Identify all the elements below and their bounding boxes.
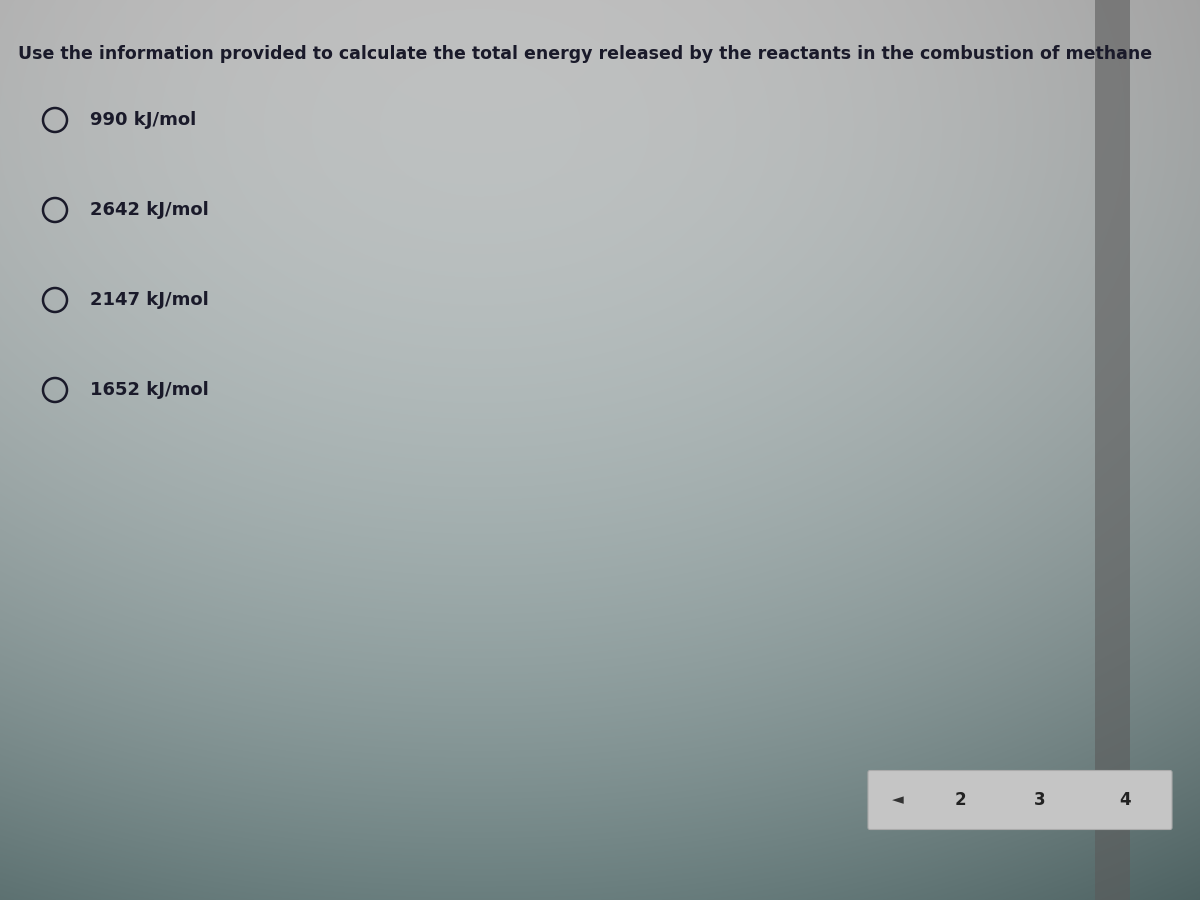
FancyBboxPatch shape: [868, 770, 1172, 830]
Text: 4: 4: [1120, 791, 1130, 809]
Text: 2: 2: [954, 791, 966, 809]
Text: 2642 kJ/mol: 2642 kJ/mol: [90, 201, 209, 219]
Text: 2147 kJ/mol: 2147 kJ/mol: [90, 291, 209, 309]
Bar: [1096, 0, 1130, 900]
Text: 990 kJ/mol: 990 kJ/mol: [90, 111, 197, 129]
Text: ◄: ◄: [892, 793, 904, 807]
Text: 3: 3: [1034, 791, 1046, 809]
Text: 1652 kJ/mol: 1652 kJ/mol: [90, 381, 209, 399]
Text: Use the information provided to calculate the total energy released by the react: Use the information provided to calculat…: [18, 45, 1152, 63]
